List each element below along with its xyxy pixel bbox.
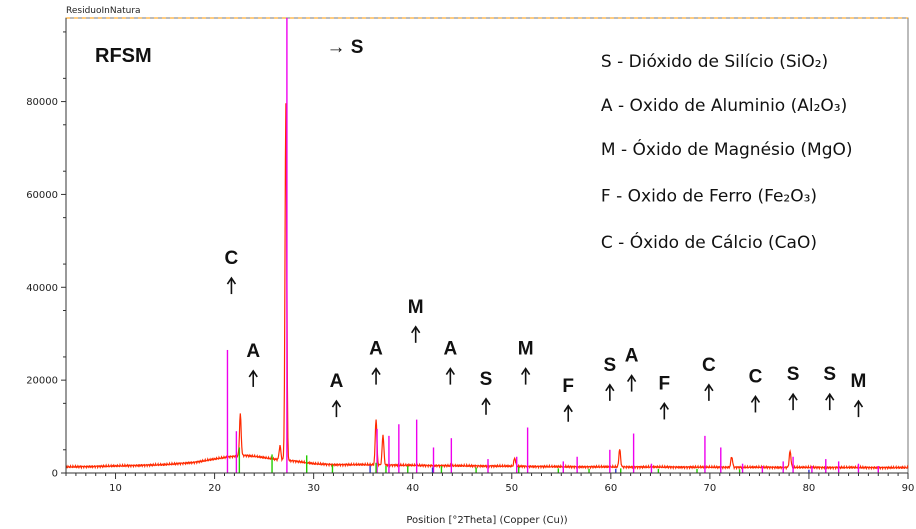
up-arrow-head-icon <box>626 374 637 383</box>
y-tick-label: 80000 <box>26 97 58 108</box>
up-arrow-head-icon <box>481 397 491 406</box>
peak-label-1: → S <box>327 37 364 58</box>
up-arrow-head-icon <box>371 367 381 376</box>
x-tick-label: 20 <box>208 483 221 494</box>
peak-label-10: F <box>562 376 574 397</box>
peak-label-14: C <box>702 355 716 376</box>
sample-label: RFSM <box>95 45 152 67</box>
legend-entry-2: A - Oxido de Aluminio (Al₂O₃) <box>601 96 847 116</box>
y-axis: 0 20000 40000 60000 80000 <box>26 18 67 480</box>
series-4 <box>369 465 810 473</box>
up-arrow-head-icon <box>520 367 531 376</box>
up-arrow-head-icon <box>445 367 456 376</box>
series-layer <box>65 18 909 473</box>
x-tick-label: 60 <box>604 483 617 494</box>
up-arrow-head-icon <box>825 392 835 401</box>
x-tick-label: 50 <box>505 483 518 494</box>
up-arrow-head-icon <box>704 383 714 392</box>
legend-entry-1: S - Dióxido de Silício (SiO₂) <box>601 52 828 72</box>
y-tick-label: 60000 <box>26 190 58 201</box>
up-arrow-head-icon <box>226 276 237 285</box>
y-tick-label: 20000 <box>26 376 58 387</box>
up-arrow-head-icon <box>331 399 342 408</box>
peak-label-5: A <box>369 339 383 360</box>
legend-entry-5: C - Óxido de Cálcio (CaO) <box>601 231 817 253</box>
peak-label-3: A <box>246 341 260 362</box>
x-tick-label: 90 <box>902 483 915 494</box>
up-arrow-head-icon <box>788 392 798 401</box>
up-arrow-head-icon <box>248 369 258 378</box>
peak-label-9: M <box>518 339 534 360</box>
peak-label-7: A <box>443 339 457 360</box>
peak-label-18: M <box>851 371 867 392</box>
series-1-line <box>65 103 909 471</box>
legend-entry-4: F - Oxido de Ferro (Fe₂O₃) <box>601 186 817 206</box>
peak-label-13: F <box>659 373 671 394</box>
peak-label-8: S <box>480 369 493 390</box>
series-3 <box>238 447 741 473</box>
chart-title: ResiduoInNatura <box>66 6 141 16</box>
peak-label-15: C <box>749 366 763 387</box>
up-arrow-head-icon <box>563 404 573 413</box>
x-tick-label: 70 <box>704 483 717 494</box>
peak-label-16: S <box>787 364 800 385</box>
legend: S - Dióxido de Silício (SiO₂) A - Oxido d… <box>601 52 853 253</box>
x-tick-label: 30 <box>307 483 320 494</box>
peak-label-4: A <box>330 371 344 392</box>
x-tick-label: 40 <box>406 483 419 494</box>
series-2 <box>226 18 879 473</box>
up-arrow-head-icon <box>605 383 615 392</box>
legend-entry-3: M - Óxido de Magnésio (MgO) <box>601 138 853 160</box>
y-tick-label: 40000 <box>26 283 58 294</box>
peak-label-11: S <box>603 355 616 376</box>
peak-label-12: A <box>625 346 639 367</box>
up-arrow-head-icon <box>853 399 864 408</box>
peak-label-17: S <box>823 364 836 385</box>
up-arrow-head-icon <box>659 401 669 410</box>
series-1 <box>65 103 909 471</box>
peak-label-6: M <box>408 297 424 318</box>
x-axis-title: Position [°2Theta] (Copper (Cu)) <box>406 515 567 526</box>
up-arrow-head-icon <box>411 325 421 334</box>
peak-label-2: C <box>225 248 239 269</box>
y-tick-label: 0 <box>52 469 58 480</box>
x-axis: 10 20 30 40 50 60 70 80 90 <box>65 472 915 494</box>
up-arrow-head-icon <box>750 395 761 403</box>
x-tick-label: 80 <box>803 483 816 494</box>
x-tick-label: 10 <box>109 483 122 494</box>
